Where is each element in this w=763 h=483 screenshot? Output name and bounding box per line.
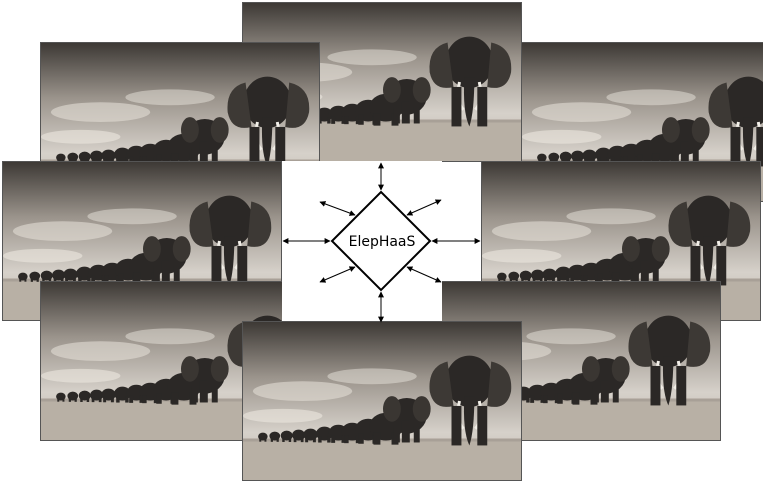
elephant-photo-lower-left	[40, 281, 320, 441]
hub-label: ElepHaaS	[348, 234, 416, 250]
elephant-photo-bottom	[242, 321, 522, 481]
